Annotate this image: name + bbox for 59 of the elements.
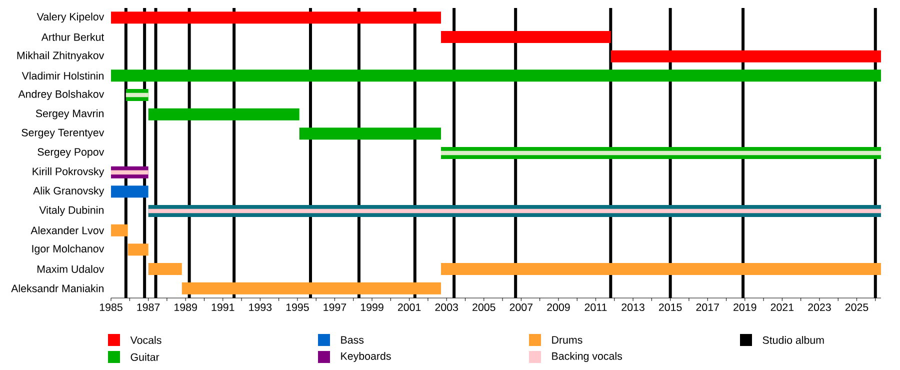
legend-label: Studio album [762,336,824,344]
bar [126,92,148,98]
y-tick-label: Andrey Bolshakov [18,90,104,100]
x-tick-label: 2021 [770,303,794,312]
x-tick-label: 1985 [100,303,122,312]
bar [441,150,881,156]
bar [111,186,148,198]
y-tick-label: Igor Molchanov [32,244,104,255]
y-tick-label: Mikhail Zhitnyakov [17,51,104,62]
x-tick-label: 2005 [472,303,496,312]
legend-label: Backing vocals [552,352,622,362]
x-tick-label: 2017 [696,303,719,312]
x-tick-label: 1997 [324,303,346,312]
x-tick-label: 1995 [286,303,309,312]
x-tick-label: 2015 [659,303,682,312]
bar [148,208,881,214]
bar [111,12,441,24]
x-tick-label: 1989 [174,303,197,312]
legend-label: Keyboards [341,352,391,362]
legend-label: Bass [341,336,364,344]
legend-label: Drums [552,336,582,344]
y-tick-label: Alexander Lvov [30,226,104,234]
y-tick-label: Aleksandr Maniakin [11,284,104,292]
bar [111,170,148,174]
bar [148,262,182,275]
x-tick-label: 2023 [808,303,831,312]
y-tick-label: Maxim Udalov [37,265,104,273]
y-tick-label: Sergey Popov [38,148,104,158]
x-tick-label: 2025 [845,303,868,312]
y-tick-label: Kirill Pokrovsky [32,167,104,178]
x-tick-label: 1987 [137,303,160,312]
x-tick-label: 1991 [212,303,234,312]
y-tick-label: Sergey Terentyev [22,128,104,138]
bar [148,108,300,120]
y-tick-label: Valery Kipelov [36,12,104,23]
y-tick-label: Sergey Mavrin [36,109,104,120]
x-tick-label: 1999 [360,303,384,312]
x-tick-label: 2011 [584,303,607,312]
legend-label: Guitar [130,353,160,361]
y-tick-label: Alik Granovsky [33,186,104,197]
y-tick-label: Vladimir Holstinin [22,72,104,80]
bar [299,128,441,140]
y-tick-label: Vitaly Dubinin [39,206,104,216]
x-tick-label: 2009 [547,303,570,312]
bar [111,224,128,236]
x-tick-label: 2001 [398,303,421,312]
legend-label: Vocals [130,336,162,344]
y-tick-label: Arthur Berkut [41,33,104,41]
x-tick-label: 2013 [622,303,644,312]
bar [111,70,881,82]
bar [441,31,611,43]
bar [128,244,148,256]
x-tick-label: 2003 [435,303,458,312]
x-tick-label: 2007 [510,303,532,312]
bar [441,262,881,275]
bar [182,282,441,294]
bar [610,50,881,62]
x-tick-label: 1993 [249,303,272,312]
x-tick-label: 2019 [734,303,756,312]
